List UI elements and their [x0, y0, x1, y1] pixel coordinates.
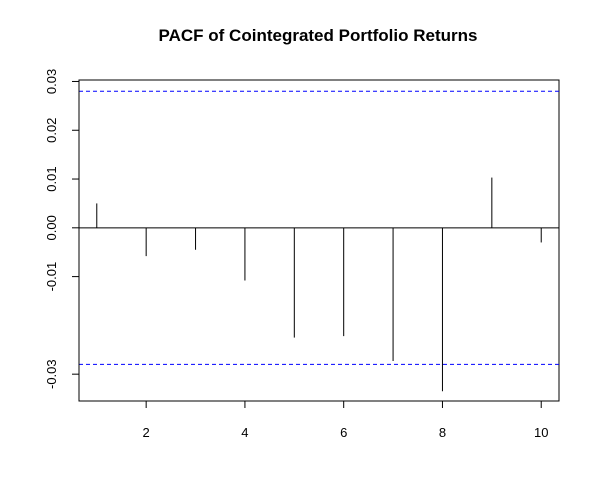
y-tick-label: -0.01 [44, 262, 59, 292]
y-tick-label: 0.02 [44, 118, 59, 143]
x-axis: 2 4 6 8 10 [143, 400, 548, 440]
x-tick-label: 10 [534, 425, 548, 440]
x-tick-label: 2 [143, 425, 150, 440]
y-tick-label: 0.01 [44, 166, 59, 191]
y-tick-label: 0.03 [44, 69, 59, 94]
y-tick-label: 0.00 [44, 215, 59, 240]
plot-frame [78, 79, 560, 402]
x-tick-label: 8 [439, 425, 446, 440]
x-tick-label: 6 [340, 425, 347, 440]
y-axis: 0.03 0.02 0.01 0.00 -0.01 -0.03 [44, 69, 80, 389]
x-tick-label: 4 [241, 425, 248, 440]
y-tick-label: -0.03 [44, 359, 59, 389]
chart-title: PACF of Cointegrated Portfolio Returns [159, 26, 478, 45]
marks-layer [79, 90, 559, 392]
